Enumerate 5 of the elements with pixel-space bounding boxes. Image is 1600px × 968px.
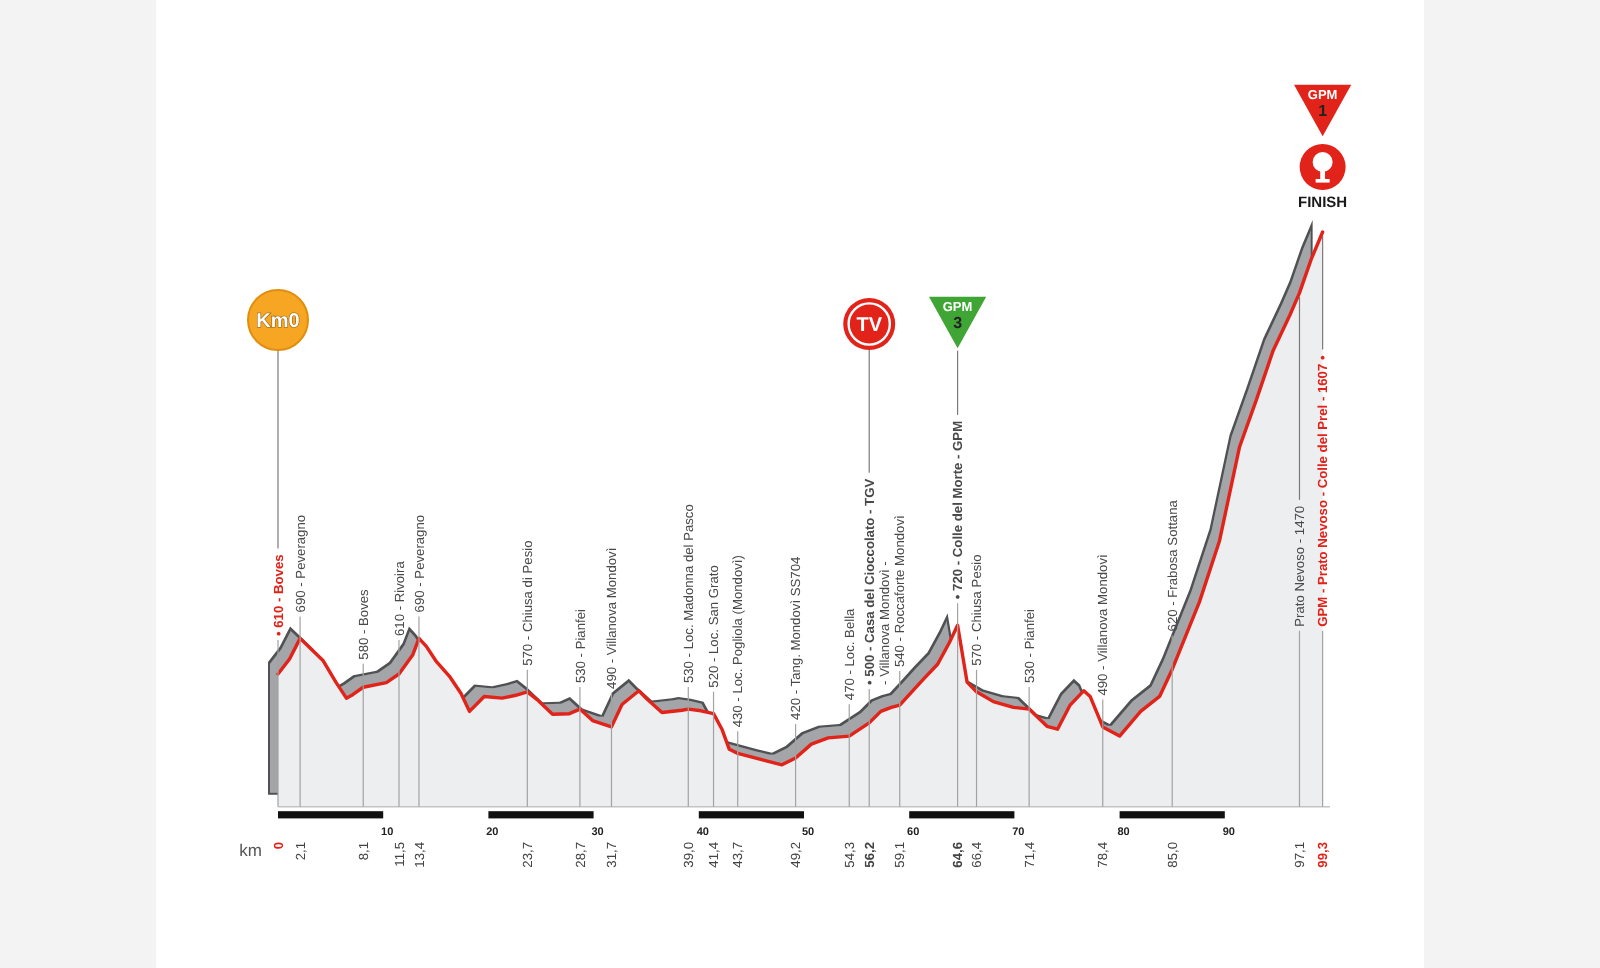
circle-icon: Km0 [247,289,309,351]
x-axis-title: km [239,840,262,860]
annotation: TV [856,315,883,338]
ring-icon: TV [843,298,896,350]
annotation: Km0 [256,311,301,334]
